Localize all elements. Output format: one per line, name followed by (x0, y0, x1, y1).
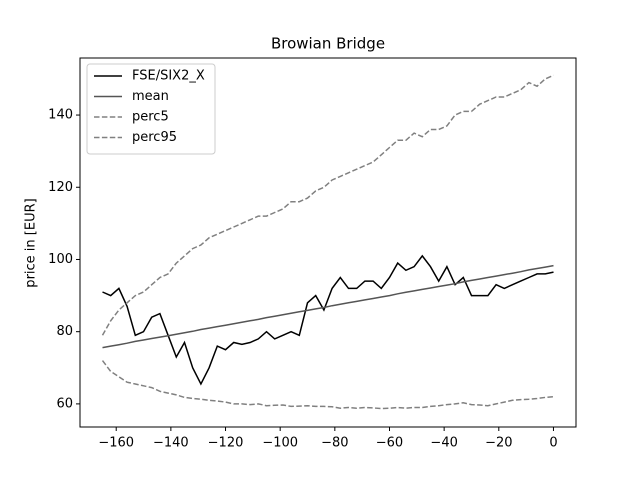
y-tick-label: 80 (56, 324, 73, 339)
y-tick-label: 60 (56, 396, 73, 411)
line-series (102, 264, 554, 349)
y-tick-label: 120 (48, 180, 73, 195)
x-tick-label: −120 (208, 436, 244, 451)
x-tick-label: −160 (98, 436, 134, 451)
legend-box (86, 63, 216, 155)
x-tick-label: −40 (430, 436, 457, 451)
x-tick-label: −60 (376, 436, 403, 451)
legend-label: perc5 (132, 110, 169, 125)
line-series (101, 360, 554, 410)
y-tick-label: 140 (48, 108, 73, 123)
x-tick-label: −20 (485, 436, 512, 451)
plot-frame (79, 57, 577, 428)
x-tick-label: 0 (549, 436, 557, 451)
y-axis-label: price in [EUR] (24, 198, 39, 287)
legend-label: perc95 (132, 130, 177, 145)
legend-label: FSE/SIX2_X (132, 69, 205, 84)
y-tick-label: 100 (48, 252, 73, 267)
line-series (102, 254, 554, 386)
legend-label: mean (132, 89, 169, 104)
line-series (101, 74, 554, 336)
x-tick-label: −80 (321, 436, 348, 451)
x-tick-label: −100 (262, 436, 298, 451)
chart-title: Browian Bridge (271, 35, 385, 53)
x-tick-label: −140 (153, 436, 189, 451)
